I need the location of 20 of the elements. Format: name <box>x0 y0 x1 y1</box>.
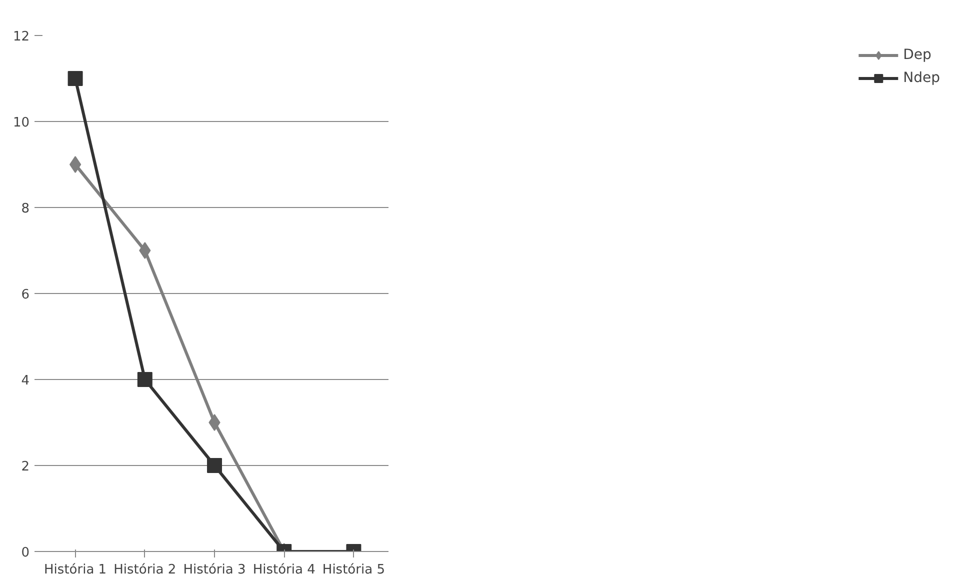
x-tick-label: História 1 <box>44 562 107 578</box>
legend-label: Ndep <box>903 70 940 86</box>
x-tick-label: História 4 <box>252 562 316 578</box>
y-tick-label: 2 <box>21 460 30 474</box>
point <box>139 242 151 259</box>
legend-label: Dep <box>903 47 932 63</box>
point <box>137 372 152 387</box>
y-tick-label: 4 <box>21 374 30 388</box>
x-tick-label: História 2 <box>114 562 176 578</box>
y-tick-label: 8 <box>21 202 30 216</box>
x-tick-label: História 3 <box>183 562 246 578</box>
y-tick-label: 0 <box>21 546 30 560</box>
y-tick-label: 6 <box>21 288 30 302</box>
y-tick-label: 12 <box>12 30 30 44</box>
point <box>208 414 220 431</box>
y-tick-label: 10 <box>12 116 30 130</box>
point <box>207 458 222 473</box>
point <box>69 156 82 173</box>
point <box>68 71 83 86</box>
x-tick-label: História 5 <box>322 562 385 578</box>
